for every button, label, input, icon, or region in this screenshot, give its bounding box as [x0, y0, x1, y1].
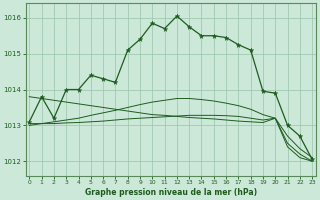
X-axis label: Graphe pression niveau de la mer (hPa): Graphe pression niveau de la mer (hPa) — [85, 188, 257, 197]
